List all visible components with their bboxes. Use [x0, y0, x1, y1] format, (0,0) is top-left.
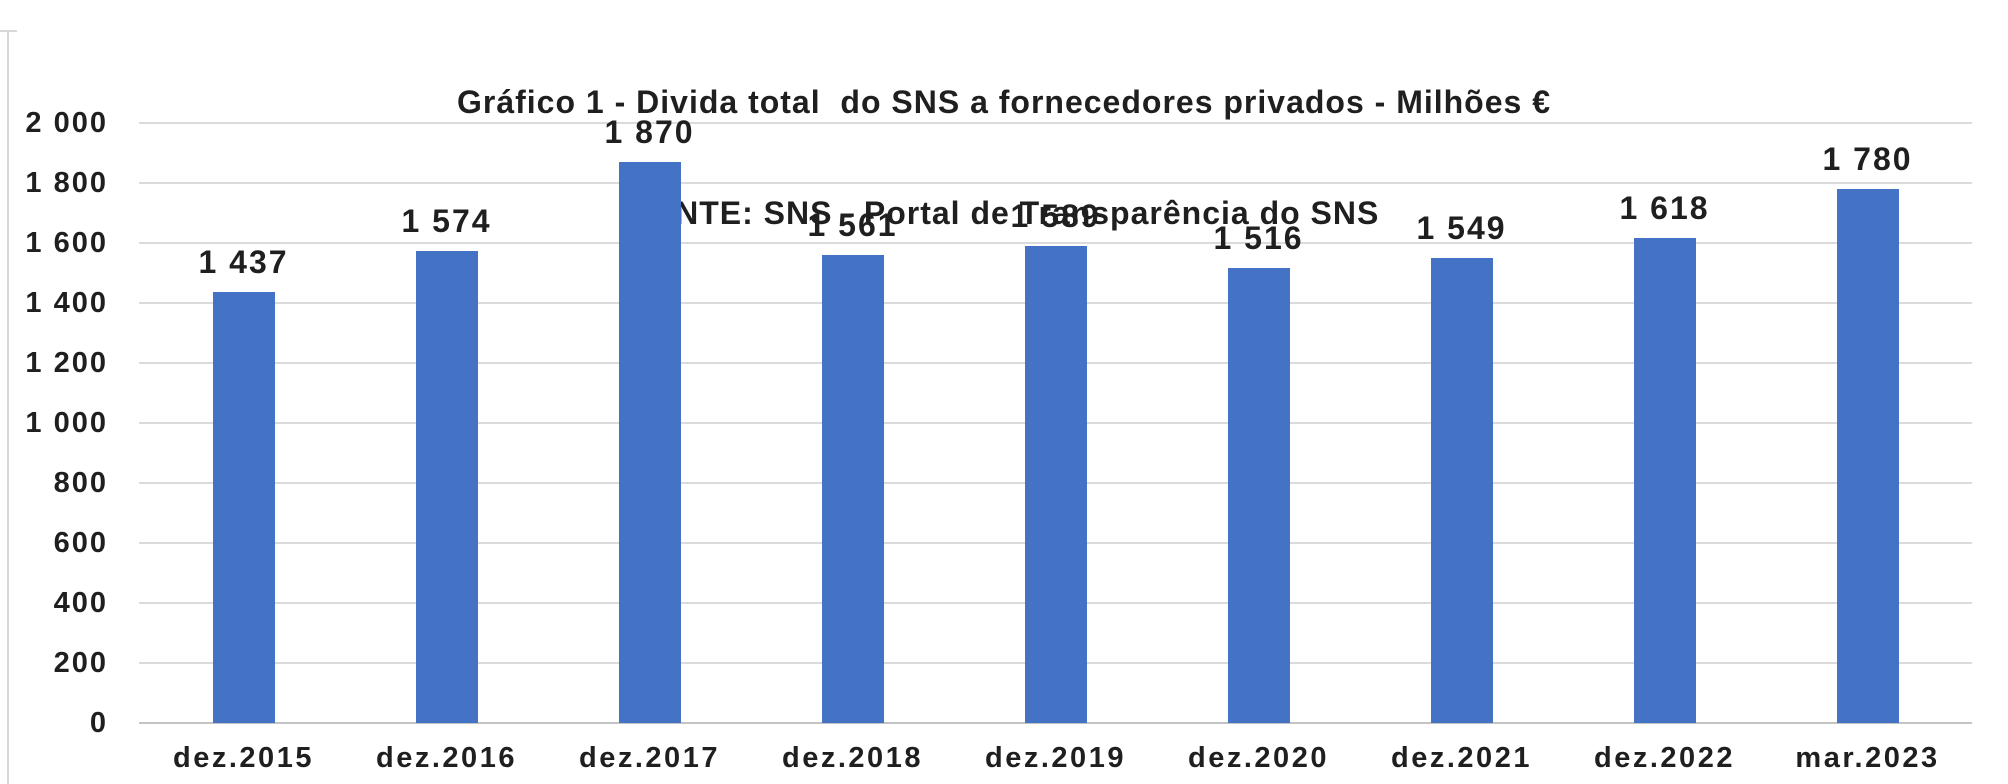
gridline [139, 242, 1972, 244]
y-axis-tick-label: 400 [53, 587, 108, 619]
y-axis-tick-label: 1 600 [25, 227, 108, 259]
cropped-chart-top-border [0, 30, 17, 32]
y-axis-tick-label: 200 [53, 647, 108, 679]
bar-value-label: 1 870 [604, 114, 695, 150]
y-axis-tick-label: 800 [53, 467, 108, 499]
gridline [139, 122, 1972, 124]
y-axis-tick-label: 1 800 [25, 167, 108, 199]
bar-dez.2016 [415, 250, 478, 723]
bar-value-label: 1 561 [807, 206, 898, 243]
bar-value-label: 1 516 [1213, 220, 1304, 257]
y-axis-tick-label: 1 000 [25, 407, 108, 439]
bar-value-label: 1 589 [1010, 198, 1101, 235]
bar-dez.2021 [1430, 258, 1493, 723]
x-axis-line [139, 722, 1972, 724]
x-axis-category-label: dez.2021 [1391, 742, 1532, 774]
x-axis-category-label: dez.2016 [376, 742, 517, 774]
x-axis-category-label: dez.2020 [1188, 742, 1329, 774]
x-axis-category-label: dez.2019 [985, 742, 1126, 774]
bar-mar.2023 [1836, 189, 1899, 723]
x-axis-category-label: mar.2023 [1795, 742, 1940, 774]
gridline [139, 182, 1972, 184]
bar-value-label: 1 437 [198, 243, 289, 280]
bar-dez.2022 [1633, 237, 1696, 723]
y-axis-tick-label: 1 400 [25, 287, 108, 319]
y-axis-tick-label: 0 [89, 707, 108, 739]
chart-title: Gráfico 1 - Divida total do SNS a fornec… [456, 84, 1551, 120]
bar-value-label: 1 618 [1619, 189, 1710, 226]
bar-dez.2015 [212, 291, 275, 723]
cropped-chart-left-border [7, 30, 9, 784]
bar-dez.2017 [618, 162, 681, 723]
bar-value-label: 1 574 [401, 202, 492, 239]
x-axis-category-label: dez.2015 [173, 742, 314, 774]
bar-dez.2020 [1227, 268, 1290, 723]
bar-dez.2019 [1024, 246, 1087, 723]
bar-value-label: 1 780 [1822, 141, 1913, 177]
y-axis-tick-label: 1 200 [25, 347, 108, 379]
y-axis-tick-label: 2 000 [25, 107, 108, 139]
y-axis-tick-label: 600 [53, 527, 108, 559]
bar-value-label: 1 549 [1416, 210, 1507, 247]
x-axis-category-label: dez.2022 [1594, 742, 1735, 774]
bar-dez.2018 [821, 254, 884, 723]
x-axis-category-label: dez.2017 [579, 742, 720, 774]
x-axis-category-label: dez.2018 [782, 742, 923, 774]
